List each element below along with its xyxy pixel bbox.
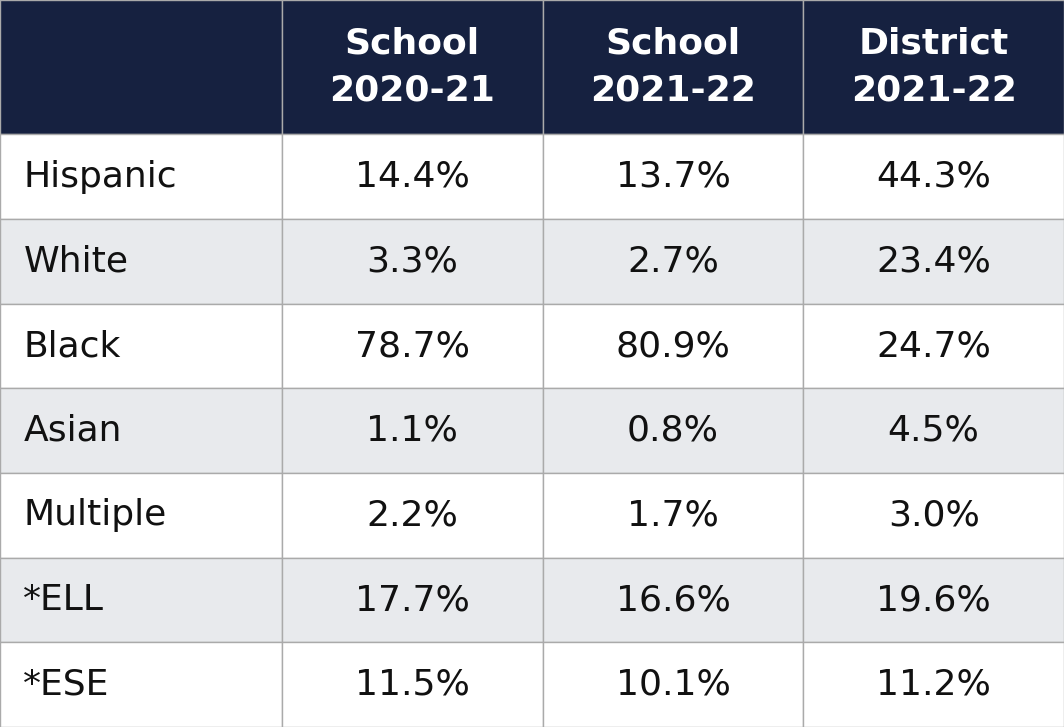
Text: 2.2%: 2.2%: [366, 499, 459, 532]
Text: 17.7%: 17.7%: [355, 583, 469, 617]
Bar: [282, 0, 543, 134]
Bar: [543, 558, 803, 643]
Text: 11.2%: 11.2%: [877, 667, 991, 702]
Bar: [803, 388, 1064, 473]
Bar: [0, 643, 282, 727]
Bar: [543, 473, 803, 558]
Text: 78.7%: 78.7%: [354, 329, 470, 363]
Text: *ESE: *ESE: [23, 667, 110, 702]
Text: 3.0%: 3.0%: [887, 499, 980, 532]
Text: 2.7%: 2.7%: [627, 244, 719, 278]
Text: *ELL: *ELL: [23, 583, 104, 617]
Text: 0.8%: 0.8%: [627, 414, 719, 448]
Text: Hispanic: Hispanic: [23, 160, 177, 194]
Bar: [282, 643, 543, 727]
Bar: [0, 558, 282, 643]
Text: 4.5%: 4.5%: [887, 414, 980, 448]
Text: Asian: Asian: [23, 414, 122, 448]
Bar: [803, 558, 1064, 643]
Bar: [0, 473, 282, 558]
Bar: [803, 0, 1064, 134]
Text: 13.7%: 13.7%: [616, 160, 730, 194]
Text: White: White: [23, 244, 129, 278]
Text: 44.3%: 44.3%: [877, 160, 991, 194]
Bar: [803, 219, 1064, 304]
Bar: [803, 643, 1064, 727]
Bar: [803, 134, 1064, 219]
Bar: [543, 219, 803, 304]
Bar: [282, 134, 543, 219]
Text: 24.7%: 24.7%: [877, 329, 991, 363]
Text: 10.1%: 10.1%: [616, 667, 730, 702]
Bar: [543, 134, 803, 219]
Bar: [282, 473, 543, 558]
Text: Black: Black: [23, 329, 121, 363]
Text: 19.6%: 19.6%: [877, 583, 991, 617]
Bar: [0, 219, 282, 304]
Text: District
2021-22: District 2021-22: [851, 26, 1016, 108]
Bar: [282, 558, 543, 643]
Text: 3.3%: 3.3%: [366, 244, 459, 278]
Bar: [543, 643, 803, 727]
Bar: [543, 304, 803, 388]
Text: School
2021-22: School 2021-22: [591, 26, 755, 108]
Text: Multiple: Multiple: [23, 499, 167, 532]
Bar: [803, 473, 1064, 558]
Bar: [282, 304, 543, 388]
Bar: [0, 304, 282, 388]
Text: 80.9%: 80.9%: [616, 329, 730, 363]
Text: 11.5%: 11.5%: [355, 667, 469, 702]
Bar: [543, 0, 803, 134]
Bar: [0, 388, 282, 473]
Text: 1.7%: 1.7%: [627, 499, 719, 532]
Text: 1.1%: 1.1%: [366, 414, 459, 448]
Bar: [0, 0, 282, 134]
Bar: [803, 304, 1064, 388]
Text: School
2020-21: School 2020-21: [330, 26, 495, 108]
Bar: [0, 134, 282, 219]
Text: 16.6%: 16.6%: [616, 583, 730, 617]
Bar: [282, 219, 543, 304]
Text: 14.4%: 14.4%: [355, 160, 469, 194]
Bar: [282, 388, 543, 473]
Text: 23.4%: 23.4%: [877, 244, 991, 278]
Bar: [543, 388, 803, 473]
